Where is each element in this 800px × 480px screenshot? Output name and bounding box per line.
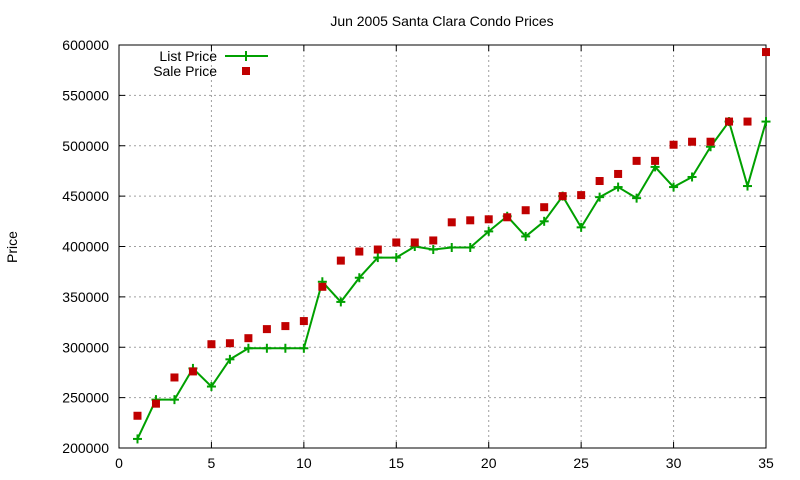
data-point-list-price [299, 343, 309, 353]
data-point-sale-price [688, 137, 697, 146]
data-point-sale-price [521, 206, 530, 215]
data-point-list-price [280, 343, 290, 353]
x-tick-label: 10 [296, 455, 312, 471]
data-point-sale-price [336, 256, 345, 265]
y-tick-label: 200000 [62, 440, 109, 456]
data-point-list-price [336, 297, 346, 307]
y-tick-label: 300000 [62, 339, 109, 355]
legend-marker-list-price [241, 51, 251, 61]
chart-title: Jun 2005 Santa Clara Condo Prices [330, 13, 553, 29]
data-point-list-price [687, 172, 697, 182]
data-point-list-price [595, 192, 605, 202]
data-point-sale-price [632, 156, 641, 165]
data-point-sale-price [410, 238, 419, 247]
data-point-sale-price [540, 203, 549, 212]
data-point-list-price [743, 181, 753, 191]
data-point-list-price [632, 193, 642, 203]
data-point-sale-price [318, 282, 327, 291]
data-point-sale-price [762, 48, 770, 57]
x-tick-label: 15 [388, 455, 404, 471]
data-point-list-price [484, 226, 494, 236]
data-point-list-price [521, 231, 531, 241]
y-tick-label: 550000 [62, 87, 109, 103]
axis-ticks: 200000 250000 300000 350000 400000 450000 5000… [62, 37, 774, 471]
y-tick-label: 500000 [62, 138, 109, 154]
y-tick-label: 450000 [62, 188, 109, 204]
y-tick-label: 250000 [62, 390, 109, 406]
series-list-price [132, 117, 771, 444]
data-point-sale-price [558, 192, 567, 201]
data-point-sale-price [299, 317, 308, 326]
data-point-list-price [225, 354, 235, 364]
y-tick-label: 400000 [62, 239, 109, 255]
data-point-sale-price [262, 325, 271, 334]
data-point-list-price [262, 343, 272, 353]
data-point-sale-price [484, 215, 493, 224]
data-point-sale-price [225, 339, 234, 348]
y-tick-label: 600000 [62, 37, 109, 53]
legend: List Price Sale Price [153, 48, 268, 79]
data-point-sale-price [188, 367, 197, 376]
data-point-sale-price [355, 247, 364, 256]
data-point-list-price [243, 343, 253, 353]
data-point-list-price [206, 382, 216, 392]
data-point-list-price [169, 395, 179, 405]
x-tick-label: 0 [115, 455, 123, 471]
data-point-sale-price [447, 218, 456, 227]
y-axis-label: Price [4, 231, 20, 263]
data-point-list-price [391, 253, 401, 263]
data-point-sale-price [133, 411, 142, 420]
x-tick-label: 35 [758, 455, 774, 471]
data-point-sale-price [466, 216, 475, 225]
y-tick-label: 350000 [62, 289, 109, 305]
data-point-sale-price [151, 399, 160, 408]
data-point-list-price [761, 117, 771, 127]
legend-label-list-price: List Price [159, 48, 217, 64]
x-tick-label: 25 [573, 455, 589, 471]
data-point-sale-price [577, 191, 586, 200]
data-point-list-price [428, 245, 438, 255]
data-point-sale-price [503, 213, 512, 222]
data-point-sale-price [669, 140, 678, 149]
data-point-sale-price [373, 245, 382, 254]
data-point-sale-price [392, 238, 401, 247]
series-layer [132, 48, 771, 444]
data-point-list-price [576, 222, 586, 232]
data-point-sale-price [207, 340, 216, 349]
data-point-list-price [465, 243, 475, 253]
data-point-sale-price [244, 334, 253, 343]
data-point-list-price [539, 216, 549, 226]
grid [119, 45, 766, 448]
data-point-sale-price [743, 117, 752, 126]
series-sale-price [133, 48, 770, 420]
data-point-sale-price [614, 169, 623, 178]
data-point-sale-price [595, 177, 604, 186]
legend-label-sale-price: Sale Price [153, 63, 217, 79]
data-point-sale-price [706, 137, 715, 146]
data-point-list-price [669, 182, 679, 192]
data-point-sale-price [281, 322, 290, 331]
data-point-list-price [447, 243, 457, 253]
data-point-sale-price [651, 156, 660, 165]
series-line-list-price [136, 120, 767, 440]
x-tick-label: 30 [666, 455, 682, 471]
data-point-list-price [613, 182, 623, 192]
legend-marker-sale-price [242, 67, 250, 75]
x-tick-label: 5 [208, 455, 216, 471]
plot-frame [118, 44, 767, 449]
data-point-list-price [132, 434, 142, 444]
data-point-sale-price [429, 236, 438, 245]
data-point-list-price [373, 253, 383, 263]
data-point-sale-price [170, 373, 179, 382]
data-point-list-price [354, 273, 364, 283]
x-tick-label: 20 [481, 455, 497, 471]
data-point-sale-price [725, 117, 734, 126]
